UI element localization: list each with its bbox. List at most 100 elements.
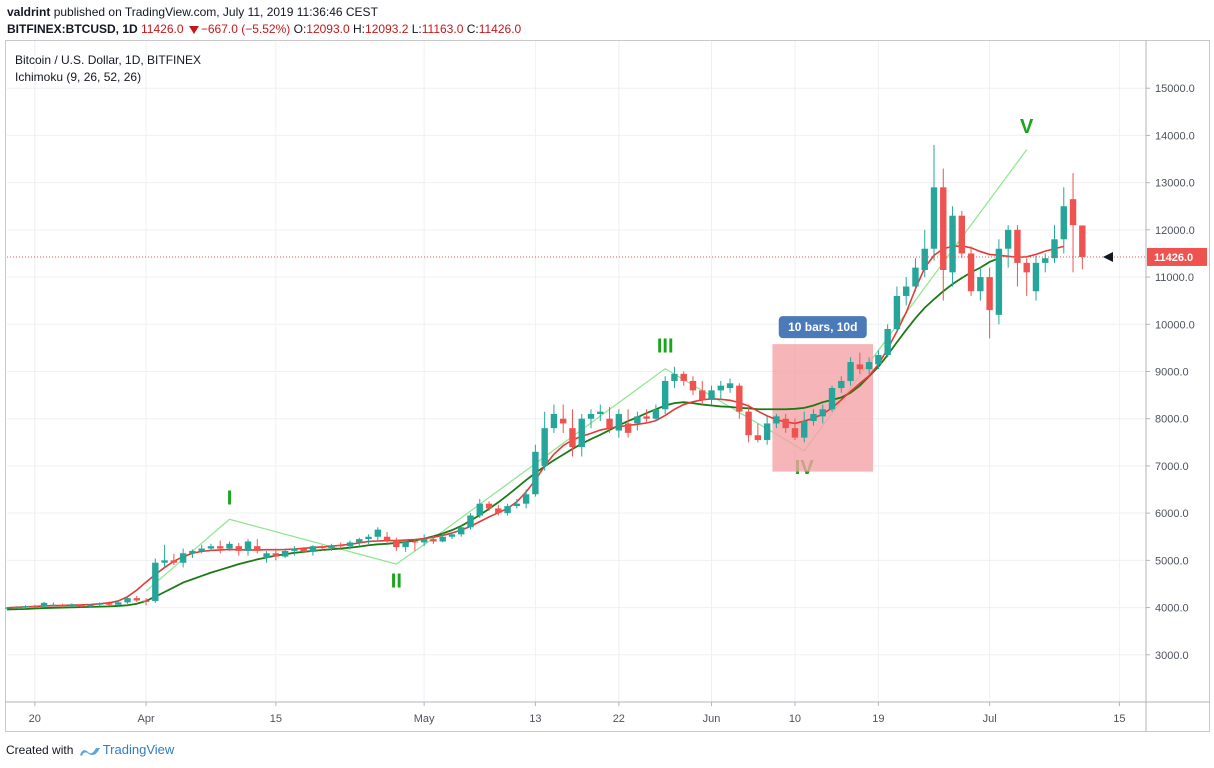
candle	[383, 532, 391, 544]
author-name[interactable]: valdrint	[7, 5, 51, 19]
candle-body	[782, 418, 789, 429]
candle-body	[736, 385, 743, 412]
candle	[847, 357, 854, 386]
candle-body	[754, 435, 762, 440]
candle	[59, 603, 66, 608]
candle-body	[587, 413, 595, 419]
candle-body	[77, 605, 85, 607]
candle	[393, 537, 400, 551]
candle-body	[87, 604, 94, 607]
candle	[902, 277, 910, 306]
symbol-label: BITFINEX:BTCUSD, 1D	[7, 22, 138, 36]
candle	[717, 380, 724, 400]
x-tick-label: 13	[529, 713, 541, 725]
candle-body	[624, 423, 632, 433]
candle	[179, 548, 187, 568]
candle	[439, 532, 446, 543]
candle	[569, 409, 576, 457]
x-tick-label: Jul	[983, 713, 997, 725]
high-value: 12093.2	[365, 22, 409, 36]
candle-body	[661, 380, 669, 410]
candle	[550, 404, 558, 433]
candle	[513, 498, 521, 509]
brand-link[interactable]: TradingView	[102, 742, 175, 757]
candle	[560, 404, 567, 433]
low-label: L:	[411, 22, 422, 36]
publish-text: published on TradingView.com, July 11, 2…	[53, 5, 378, 19]
candle-body	[430, 539, 437, 542]
candle-body	[532, 451, 539, 495]
candle-body	[272, 553, 280, 557]
candle-body	[884, 329, 891, 355]
candle	[995, 239, 1003, 325]
candle	[217, 540, 224, 554]
candle-body	[50, 604, 57, 606]
high-label: H:	[353, 22, 366, 36]
candle	[1069, 173, 1077, 273]
candle-body	[865, 362, 873, 370]
candle-body	[791, 428, 799, 438]
candle	[226, 541, 233, 551]
candle	[977, 267, 984, 301]
candle	[726, 378, 734, 393]
candle	[532, 444, 539, 497]
candle-body	[383, 536, 391, 541]
chart-container[interactable]: IIIIIIIVV 10 bars, 10d 11426.0 3000.0400…	[3, 40, 1210, 732]
candle-body	[495, 508, 502, 514]
candle-body	[467, 515, 474, 528]
candle-body	[1014, 229, 1021, 263]
candle-body	[893, 295, 901, 330]
candle	[1032, 255, 1040, 301]
legend-indicator: Ichimoku (9, 26, 52, 26)	[15, 70, 141, 84]
candle	[115, 600, 122, 607]
candle-body	[1032, 262, 1040, 292]
candle	[652, 404, 660, 422]
candle-body	[448, 534, 456, 537]
candle	[1023, 258, 1030, 296]
candle	[893, 286, 901, 332]
candle-body	[949, 215, 956, 273]
candle-body	[977, 277, 984, 292]
candle-body	[22, 606, 29, 608]
candle	[587, 409, 595, 429]
x-axis[interactable]: 20 Apr 15 May 13 22 Jun 10 19 Jul 15	[5, 701, 1210, 725]
candle-body	[235, 546, 242, 551]
candle-body	[745, 411, 752, 436]
candle	[318, 545, 326, 551]
candle-body	[356, 539, 363, 543]
candle	[207, 543, 215, 551]
candle	[235, 542, 242, 556]
candle-body	[133, 598, 140, 601]
candle-body	[402, 541, 409, 548]
candle-body	[634, 416, 641, 424]
candle-body	[717, 385, 724, 391]
candle	[754, 423, 762, 443]
price-chart[interactable]: IIIIIIIVV 10 bars, 10d 11426.0 3000.0400…	[3, 40, 1210, 732]
candle	[782, 413, 789, 433]
candle-body	[522, 494, 530, 504]
candle-body	[142, 600, 150, 602]
footer: Created with TradingView	[6, 742, 174, 757]
candle	[346, 540, 354, 550]
candle	[68, 603, 76, 608]
candle	[578, 413, 585, 457]
candle-body	[773, 416, 780, 424]
price-line: 11426.0	[7, 247, 1207, 266]
wave-label: I	[227, 488, 233, 510]
candle-body	[485, 503, 493, 509]
candle-body	[115, 602, 122, 605]
price-change: −667.0 (−5.52%)	[200, 22, 291, 36]
candle-body	[1079, 225, 1086, 257]
y-tick-label: 6000.0	[1155, 508, 1189, 520]
candle	[411, 539, 419, 551]
candle-body	[699, 390, 706, 400]
candle	[356, 537, 363, 547]
candle	[467, 513, 474, 530]
x-tick-label: Apr	[137, 713, 154, 725]
y-axis[interactable]: 3000.0 4000.0 5000.0 6000.0 7000.0 8000.0 9000…	[1145, 40, 1195, 732]
candle-body	[995, 248, 1003, 315]
candle	[31, 604, 39, 608]
candle	[420, 534, 428, 547]
candle-body	[161, 560, 168, 563]
candle	[281, 548, 289, 558]
